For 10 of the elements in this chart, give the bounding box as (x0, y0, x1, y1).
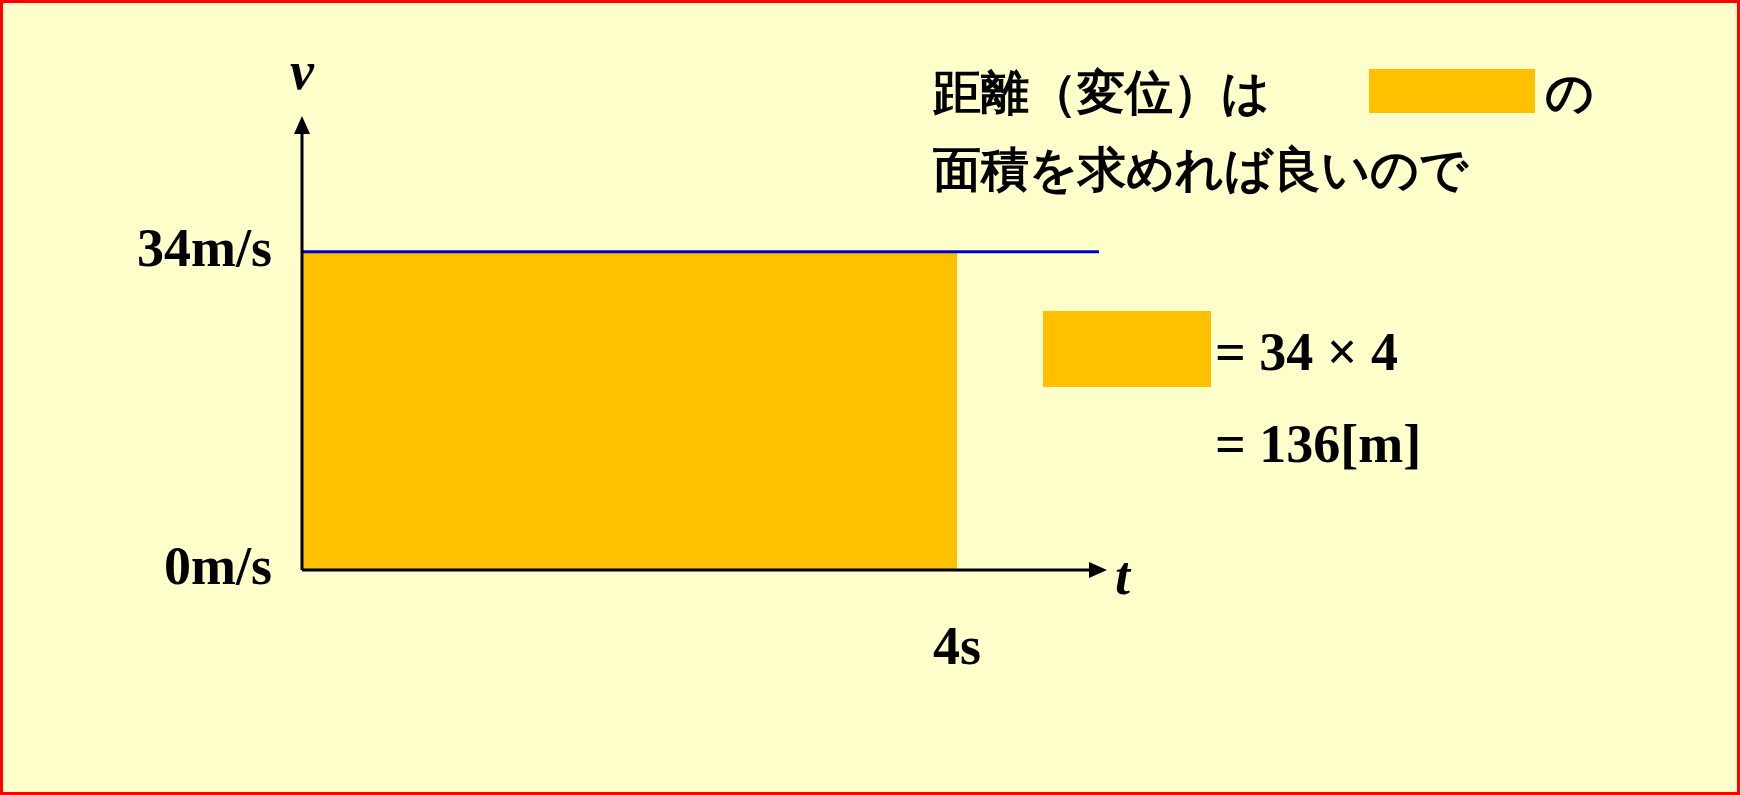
x-tick-label: 4s (932, 616, 982, 677)
annotation: 面積を求めれば良いので (933, 140, 1468, 199)
y-tick-label: 34m/s (137, 217, 272, 278)
text: の (1545, 63, 1594, 122)
y-axis-title: v (290, 40, 316, 101)
text: 距離（変位）は (933, 63, 1270, 122)
text: = 34 × 4 (1215, 321, 1399, 383)
text: = 136[m] (1215, 413, 1422, 475)
x-axis-title: t (1115, 545, 1132, 606)
y-tick-label: 0m/s (164, 535, 272, 596)
